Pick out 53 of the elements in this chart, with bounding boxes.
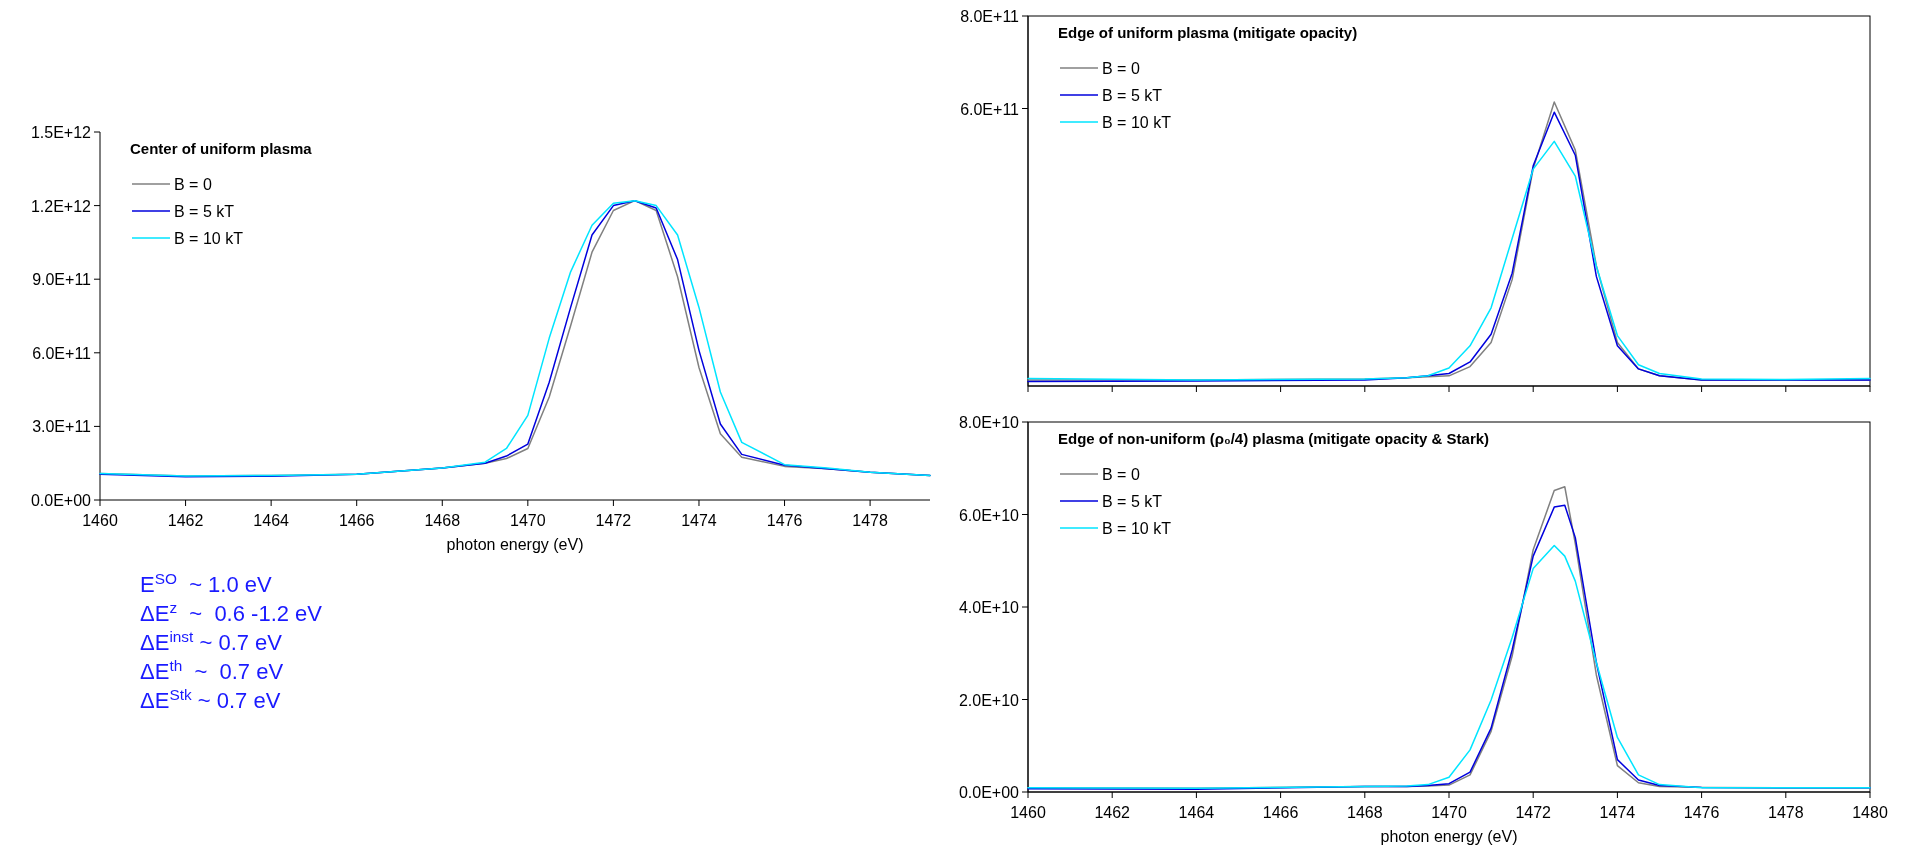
x-tick-label: 1474 (681, 512, 717, 529)
x-tick-label: 1466 (338, 512, 375, 529)
legend-label: B = 0 (1102, 466, 1140, 483)
x-tick-label: 1468 (1347, 804, 1383, 821)
x-tick-label: 1460 (82, 512, 118, 529)
legend-label: B = 5 kT (174, 203, 235, 220)
text: ΔE$^{z}$ ~ 0.6 -1.2 eV (140, 598, 323, 626)
x-tick-label: 1470 (510, 512, 546, 529)
x-tick-label: 1476 (1683, 804, 1720, 821)
x-tick-label: 1462 (1094, 804, 1131, 821)
y-tick-label: 0.0E+00 (30, 492, 92, 509)
x-tick-label: 1464 (1178, 804, 1215, 821)
x-tick-label: 1462 (167, 512, 204, 529)
text: E$^{SO}$ ~ 1.0 eV (140, 569, 273, 597)
legend-label: B = 0 (174, 176, 212, 193)
y-tick-label: 8.0E+11 (960, 8, 1020, 25)
y-tick-label: 6.0E+11 (32, 344, 92, 362)
y-tick-label: 2.0E+10 (958, 691, 1020, 709)
legend-label: B = 10 kT (1102, 520, 1172, 537)
x-tick-label: 1468 (424, 512, 461, 529)
legend-label: B = 0 (1102, 60, 1140, 77)
x-tick-label: 1466 (1262, 804, 1299, 821)
x-axis-title: photon energy (eV) (1380, 828, 1518, 845)
text: ΔE$^{inst}$ ~ 0.7 eV (140, 627, 283, 655)
x-tick-label: 1472 (1515, 804, 1552, 821)
text: Edge of uniform plasma (mitigate opacity) (1058, 24, 1358, 41)
x-tick-label: 1470 (1431, 804, 1467, 821)
text: ΔE$^{th}$ ~ 0.7 eV (140, 656, 284, 684)
y-tick-label: 8.0E+10 (958, 414, 1020, 431)
y-tick-label: 0.0E+00 (958, 784, 1020, 801)
x-tick-label: 1460 (1010, 804, 1046, 821)
y-tick-label: 1.2E+12 (30, 197, 92, 215)
x-tick-label: 1474 (1599, 804, 1636, 821)
legend-label: B = 5 kT (1102, 493, 1163, 510)
legend-label: B = 10 kT (174, 230, 244, 247)
y-tick-label: 6.0E+10 (958, 506, 1020, 524)
legend-label: B = 5 kT (1102, 87, 1163, 104)
x-axis-title: photon energy (eV) (446, 536, 584, 553)
text: Center of uniform plasma (130, 140, 313, 157)
text: ΔE$^{Stk}$ ~ 0.7 eV (140, 685, 281, 713)
x-tick-label: 1464 (253, 512, 290, 529)
y-tick-label: 4.0E+10 (958, 599, 1020, 616)
x-tick-label: 1478 (1768, 804, 1804, 821)
y-tick-label: 3.0E+11 (32, 418, 92, 436)
y-tick-label: 9.0E+11 (32, 271, 92, 289)
x-tick-label: 1480 (1852, 804, 1888, 821)
text: Edge of non-uniform (ρ₀/4) plasma (mitigate opacity & Stark) (1058, 430, 1490, 447)
x-tick-label: 1478 (852, 512, 888, 529)
legend-label: B = 10 kT (1102, 114, 1172, 131)
y-tick-label: 6.0E+11 (960, 100, 1020, 118)
x-tick-label: 1472 (595, 512, 632, 529)
x-tick-label: 1476 (766, 512, 803, 529)
y-tick-label: 1.5E+12 (30, 124, 92, 141)
